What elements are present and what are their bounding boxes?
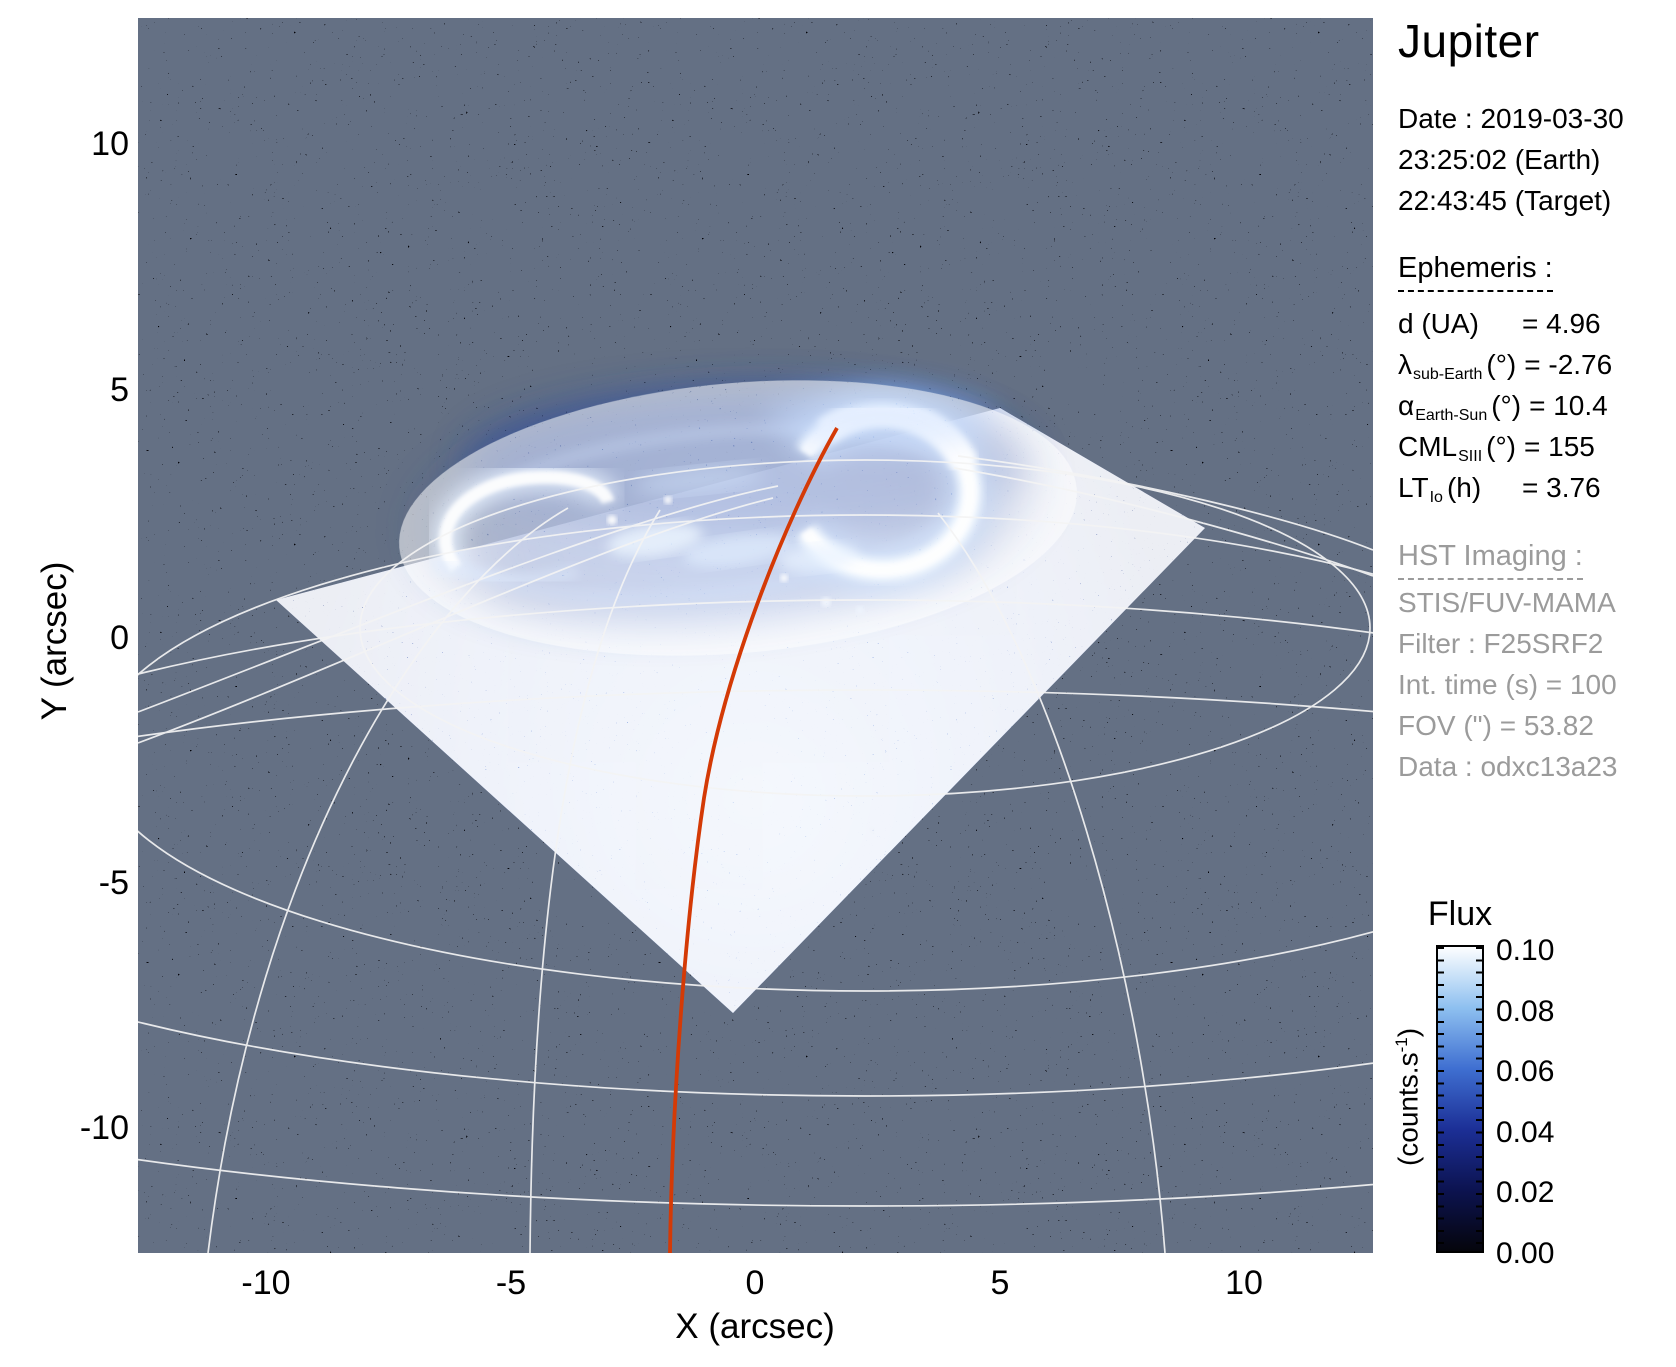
symbol: CML — [1398, 430, 1458, 462]
y-tick-0: 0 — [110, 619, 129, 657]
earth-time: 23:25:02 (Earth) — [1398, 144, 1601, 175]
units-exponent: -1 — [1392, 1037, 1411, 1053]
colorbar-minor-ticks-right — [1476, 947, 1482, 1251]
colorbar-units: (counts.s-1) — [1392, 977, 1424, 1217]
ephemeris-row-distance: d (UA) = 4.96 — [1398, 303, 1612, 344]
colorbar-tick-010: 0.10 — [1496, 934, 1555, 967]
ephemeris-table: d (UA) = 4.96 λ sub-Earth (°) = -2.76 α Ear… — [1398, 303, 1612, 508]
unit: (°) — [1486, 348, 1517, 380]
cml-meridian-red-line — [668, 427, 839, 1253]
colorbar-tick-000: 0.00 — [1496, 1237, 1555, 1270]
colorbar-tick-004: 0.04 — [1496, 1116, 1555, 1149]
symbol: d (UA) — [1398, 307, 1479, 339]
colorbar-tick-002: 0.02 — [1496, 1176, 1555, 1209]
y-tick-5: 5 — [110, 371, 129, 409]
hst-imaging-info: STIS/FUV-MAMA Filter : F25SRF2 Int. time… — [1398, 582, 1618, 787]
hst-filter: Filter : F25SRF2 — [1398, 628, 1604, 659]
value: = 3.76 — [1522, 471, 1601, 503]
hst-imaging-header: HST Imaging : — [1398, 540, 1583, 580]
hst-instrument: STIS/FUV-MAMA — [1398, 587, 1616, 618]
latitude-circle — [138, 689, 1373, 1207]
value: = 155 — [1524, 430, 1595, 462]
meridian-line — [937, 512, 1166, 1253]
y-tick-m5: -5 — [98, 864, 129, 902]
colorbar-gradient — [1436, 945, 1484, 1253]
meridian-line — [529, 509, 661, 1253]
units-close: ) — [1392, 1027, 1424, 1038]
page-title: Jupiter — [1398, 15, 1540, 67]
unit: (°) — [1486, 430, 1516, 462]
planet-graticule — [138, 455, 1373, 1253]
meridian-line — [957, 455, 1373, 551]
colorbar-minor-ticks-left — [1438, 947, 1444, 1251]
sky-image-plot — [138, 18, 1373, 1253]
x-tick-m5: -5 — [495, 1264, 527, 1302]
x-axis-title: X (arcsec) — [675, 1307, 835, 1346]
value: = -2.76 — [1524, 348, 1613, 380]
jupiter-aurora-image — [138, 18, 1373, 1253]
symbol: LT — [1398, 471, 1429, 503]
latitude-circle — [138, 514, 1373, 992]
colorbar-tick-008: 0.08 — [1496, 995, 1555, 1028]
symbol: λ — [1398, 348, 1412, 380]
ephemeris-row-lt: LT Io (h) = 3.76 — [1398, 471, 1601, 506]
meridian-line — [138, 497, 774, 744]
target-time: 22:43:45 (Target) — [1398, 185, 1612, 216]
y-tick-m10: -10 — [79, 1109, 129, 1147]
x-tick-0: 0 — [745, 1264, 765, 1302]
date-line: Date : 2019-03-30 — [1398, 103, 1624, 134]
symbol: α — [1398, 389, 1415, 421]
y-axis-title: Y (arcsec) — [35, 561, 74, 721]
hst-dataset: Data : odxc13a23 — [1398, 751, 1618, 782]
meridian-line — [207, 507, 569, 1253]
ephemeris-row-lambda: λ sub-Earth (°) = -2.76 — [1398, 348, 1613, 383]
colorbar-tick-006: 0.06 — [1496, 1055, 1555, 1088]
colorbar-title: Flux — [1427, 895, 1493, 933]
unit: (h) — [1446, 471, 1482, 503]
x-tick-m10: -10 — [241, 1264, 291, 1302]
ephemeris-header: Ephemeris : — [1398, 252, 1553, 292]
ephemeris-row-alpha: α Earth-Sun (°) = 10.4 — [1398, 389, 1608, 424]
y-tick-10: 10 — [91, 125, 129, 163]
value: = 4.96 — [1522, 307, 1601, 339]
ephemeris-row-cml: CML SIII (°) = 155 — [1398, 430, 1595, 465]
unit: (°) — [1491, 389, 1522, 421]
hst-int-time: Int. time (s) = 100 — [1398, 669, 1617, 700]
latitude-circle — [138, 599, 1373, 1097]
x-tick-5: 5 — [990, 1264, 1010, 1302]
value: = 10.4 — [1529, 389, 1608, 421]
x-tick-10: 10 — [1225, 1264, 1263, 1302]
meridian-line — [953, 467, 1373, 577]
observation-times: Date : 2019-03-30 23:25:02 (Earth) 22:43… — [1398, 98, 1624, 221]
latitude-circle — [359, 459, 1371, 797]
hst-fov: FOV (") = 53.82 — [1398, 710, 1594, 741]
units-text: (counts.s — [1392, 1052, 1424, 1167]
